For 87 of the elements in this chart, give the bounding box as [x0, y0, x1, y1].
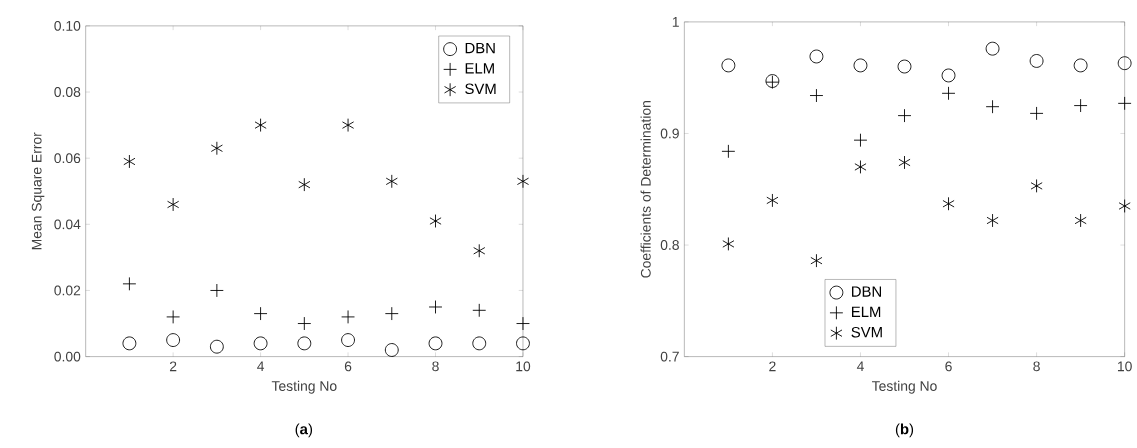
point [1073, 98, 1088, 113]
point [941, 68, 956, 83]
point [1118, 198, 1131, 213]
point [428, 336, 443, 351]
x-tick-label: 8 [432, 361, 439, 372]
point [341, 333, 355, 347]
legend-label: SVM [851, 326, 882, 338]
x-tick-label: 8 [1033, 361, 1040, 372]
x-axis-title: Testing No [871, 380, 937, 394]
point [853, 133, 868, 147]
point [942, 196, 955, 211]
point [209, 339, 224, 354]
point [516, 174, 530, 189]
point [1074, 213, 1087, 228]
y-tick-label: 0.08 [54, 86, 81, 97]
y-tick-label: 1 [672, 17, 679, 27]
point [253, 336, 268, 351]
point [210, 141, 223, 156]
point [122, 276, 137, 291]
x-axis-title: Testing No [271, 380, 337, 394]
point [516, 316, 530, 331]
point [209, 283, 224, 298]
y-tick-label: 0.9 [660, 128, 679, 139]
y-tick-label: 0.8 [660, 239, 679, 250]
point [722, 236, 735, 251]
point [721, 58, 736, 73]
point [166, 333, 181, 347]
legend-label: SVM [465, 83, 496, 94]
point [1073, 58, 1088, 73]
y-axis-title: Coefficients of Determination [640, 100, 651, 278]
point [341, 309, 355, 324]
point [166, 309, 181, 324]
x-tick-label: 2 [169, 361, 177, 372]
point [1029, 106, 1044, 121]
legend-label: DBN [465, 42, 495, 54]
point [429, 213, 442, 228]
x-tick-label: 2 [769, 361, 776, 372]
point [167, 197, 180, 212]
point [297, 336, 312, 351]
point [985, 41, 1000, 56]
point [297, 316, 312, 331]
point [809, 49, 824, 64]
x-tick-label: 4 [257, 361, 265, 371]
x-tick-label: 6 [945, 361, 952, 372]
point [472, 303, 487, 318]
point [123, 154, 136, 169]
point [766, 193, 779, 208]
text: (a) [295, 423, 313, 438]
point [342, 118, 355, 132]
point [985, 99, 1000, 114]
x-tick-label: 6 [344, 361, 352, 372]
point [897, 59, 912, 74]
point [254, 118, 267, 132]
legend-label: ELM [465, 63, 494, 74]
point [472, 336, 487, 351]
point [809, 88, 824, 103]
y-tick-label: 0.04 [54, 219, 81, 230]
legend-label: ELM [852, 306, 881, 317]
point [384, 342, 399, 357]
point [385, 174, 398, 189]
point [1029, 53, 1044, 68]
point [473, 243, 486, 258]
point [122, 336, 137, 351]
point [253, 306, 268, 321]
legend-label: DBN [852, 286, 881, 297]
point [516, 336, 530, 351]
y-tick-label: 0.10 [54, 20, 81, 31]
point [854, 159, 867, 174]
point [1117, 96, 1132, 111]
text: (b) [895, 423, 914, 438]
x-tick-label: 10 [1117, 361, 1132, 372]
y-axis-title: Mean Square Error [31, 132, 45, 250]
x-tick-label: 4 [856, 361, 864, 371]
point [384, 306, 399, 321]
point [810, 253, 823, 268]
y-tick-label: 0.7 [660, 351, 679, 362]
point [986, 213, 999, 228]
point [298, 177, 311, 192]
x-tick-label: 10 [516, 361, 531, 372]
y-tick-label: 0.00 [54, 351, 81, 362]
point [1117, 56, 1132, 70]
point [1030, 178, 1043, 193]
y-tick-label: 0.02 [54, 285, 81, 296]
point [853, 58, 868, 73]
y-tick-label: 0.06 [54, 153, 81, 163]
point [721, 144, 736, 159]
point [898, 155, 911, 170]
